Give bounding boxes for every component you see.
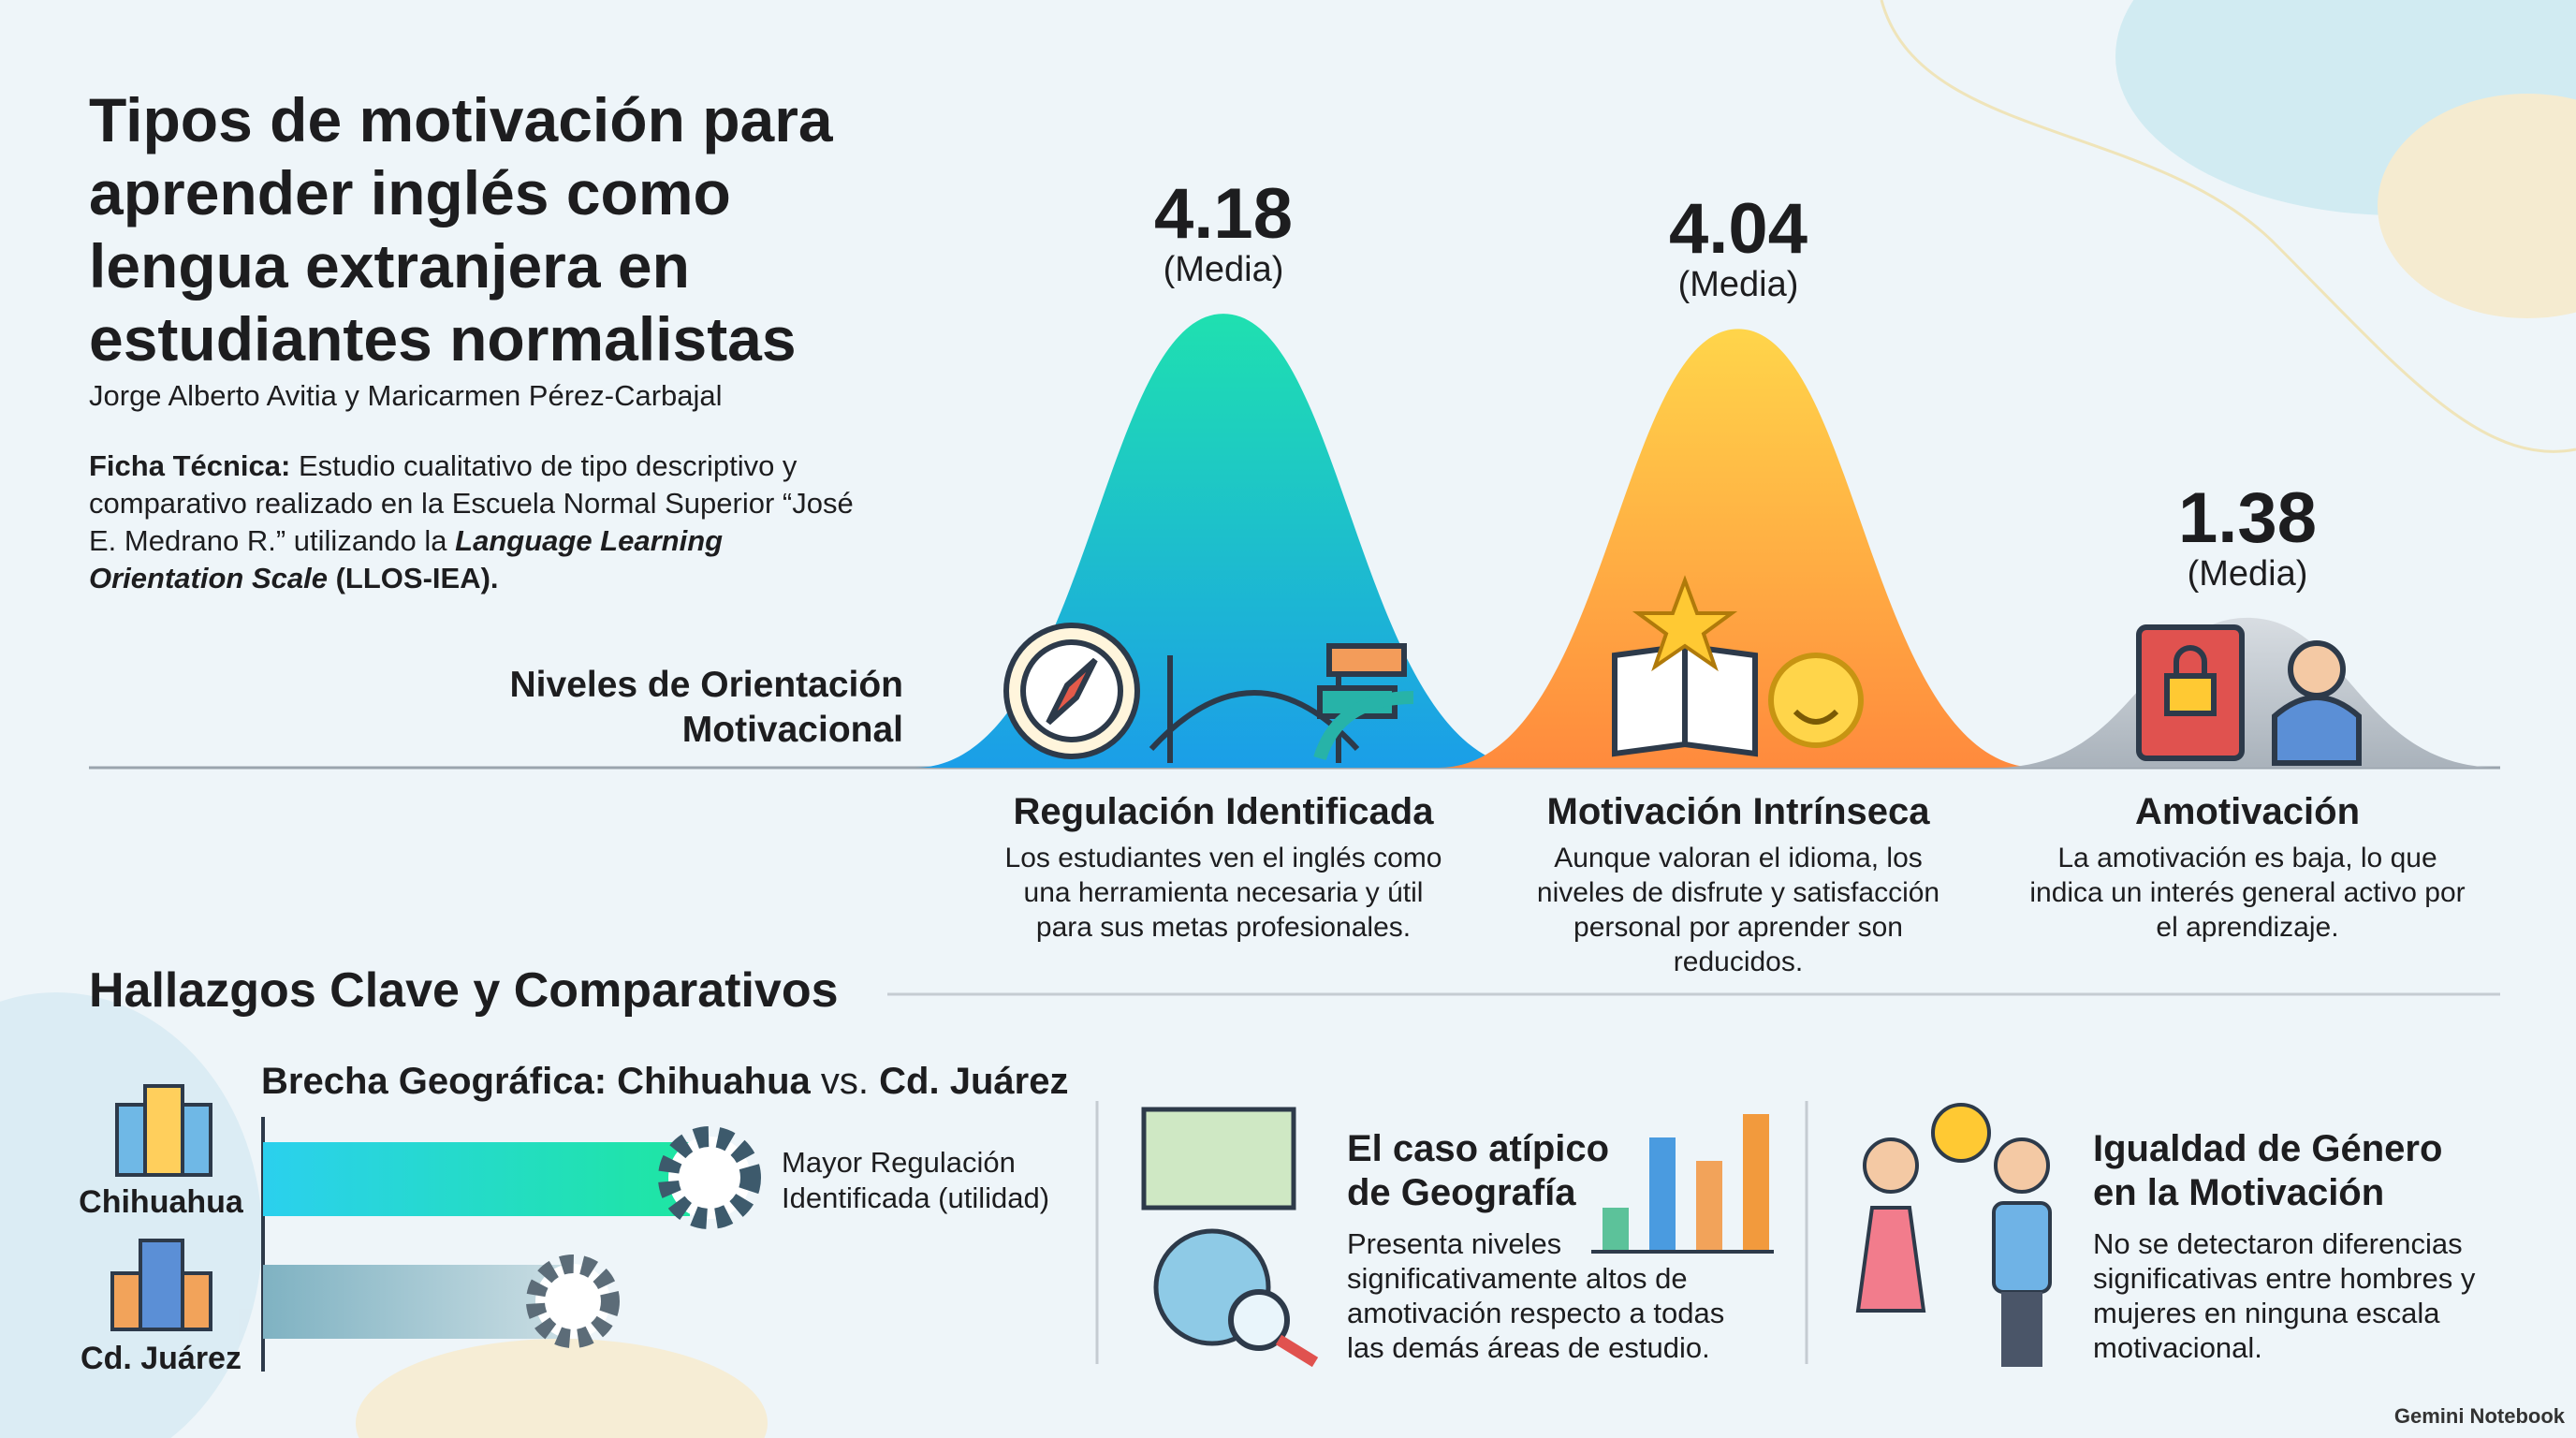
findings-art (110, 992, 2500, 1372)
geo-title-b: Cd. Juárez (879, 1061, 1069, 1102)
bell (1995, 617, 2500, 768)
finding-title: en la Motivación (2093, 1172, 2385, 1213)
ficha: Ficha Técnica: Estudio cualitativo de ti… (89, 448, 866, 597)
icons (1003, 575, 2362, 766)
finding-title: de Geografía (1347, 1172, 1576, 1213)
level-description: Aunque valoran el idioma, los niveles de… (1536, 843, 1940, 977)
authors: Jorge Alberto Avitia y Maricarmen Pérez-… (89, 379, 723, 412)
level-description: Los estudiantes ven el inglés como una h… (1004, 843, 1442, 943)
finding-body: No se detectaron diferencias significati… (2093, 1227, 2476, 1364)
level-name: Regulación Identificada (1013, 791, 1434, 832)
footer-brand: Gemini Notebook (2393, 1404, 2565, 1428)
mean-value: 4.18 (1154, 174, 1293, 255)
geo-title-a: Brecha Geográfica: Chihuahua (261, 1061, 811, 1102)
axis-label: Motivacional (681, 710, 903, 750)
title-line: aprender inglés como (89, 158, 731, 227)
finding-body: Presenta niveles significativamente alto… (1347, 1227, 1725, 1364)
geo-note: Mayor Regulación Identificada (utilidad) (782, 1146, 1050, 1214)
mean-value: 4.04 (1669, 189, 1808, 270)
level-name: Motivación Intrínseca (1546, 791, 1930, 832)
scale-abbr: (LLOS-IEA). (335, 562, 499, 594)
finding-title: El caso atípico (1347, 1128, 1610, 1169)
geo-title: Brecha Geográfica: Chihuahua vs. Cd. Juá… (261, 1061, 1068, 1103)
mean-unit: (Media) (1163, 250, 1284, 290)
mean-unit: (Media) (1677, 265, 1799, 305)
finding-title: Igualdad de Género (2093, 1128, 2443, 1169)
ficha-label: Ficha Técnica: (89, 449, 291, 482)
bell (1439, 329, 2038, 768)
title-line: Tipos de motivación para (89, 85, 833, 154)
geo-title-vs: vs. (820, 1061, 870, 1102)
mean-unit: (Media) (2187, 553, 2308, 594)
axis-label: Niveles de Orientación (509, 665, 904, 705)
level-name: Amotivación (2134, 791, 2361, 832)
section-heading: Hallazgos Clave y Comparativos (89, 963, 839, 1018)
title-line: estudiantes normalistas (89, 304, 797, 374)
ficha-text: Estudio cualitativo de tipo descriptivo … (89, 449, 854, 557)
scale-name: Language Learning Orientation Scale (89, 524, 724, 594)
title-line: lengua extranjera en (89, 231, 690, 301)
city-label: Cd. Juárez (80, 1341, 242, 1376)
level-description: La amotivación es baja, lo que indica un… (2029, 843, 2466, 943)
city-label: Chihuahua (79, 1184, 243, 1220)
mean-value: 1.38 (2178, 477, 2317, 558)
